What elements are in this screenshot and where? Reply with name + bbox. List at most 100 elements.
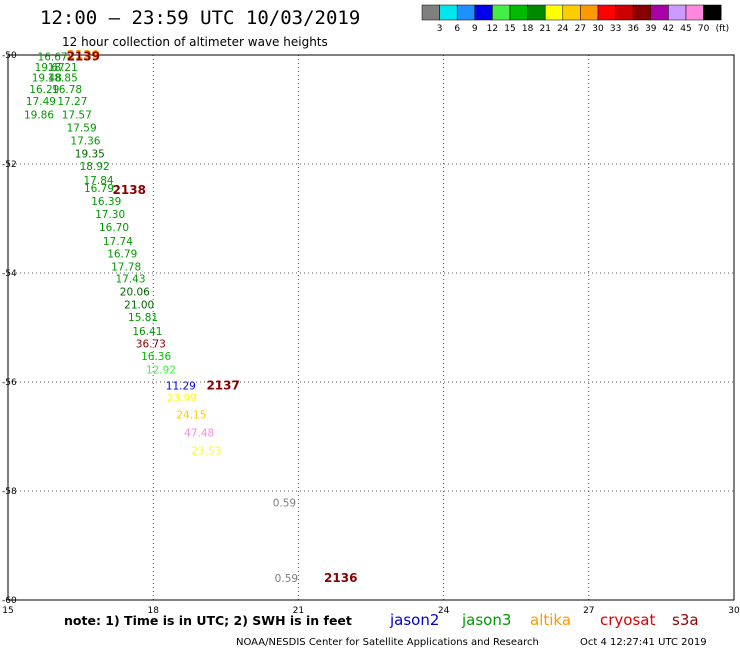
colorbar-swatch <box>527 4 546 21</box>
chart-title: 12:00 – 23:59 UTC 10/03/2019 <box>40 7 360 29</box>
colorbar-label: 42 <box>663 24 674 34</box>
orbit-label: 2138 <box>113 183 146 197</box>
x-tick-label: 24 <box>438 606 450 616</box>
colorbar-swatch <box>544 4 564 21</box>
x-tick-label: 27 <box>583 606 594 616</box>
data-point: 16.36 <box>141 351 171 363</box>
data-point: 16.79 <box>107 248 137 260</box>
x-tick-label: 18 <box>147 606 159 616</box>
colorbar-label: 12 <box>487 24 498 34</box>
colorbar-label: 36 <box>627 24 639 34</box>
colorbar-label: 6 <box>454 24 460 34</box>
orbit-label: 2136 <box>324 571 357 585</box>
colorbar-swatch <box>703 4 722 21</box>
y-tick-label: -60 <box>2 596 17 606</box>
data-point: 17.74 <box>103 236 133 248</box>
y-tick-label: -56 <box>2 378 17 388</box>
data-point: 47.48 <box>184 428 214 440</box>
colorbar-swatch <box>650 4 669 21</box>
colorbar-label: 24 <box>557 24 569 34</box>
plot-grid <box>8 55 734 600</box>
colorbar-label: 45 <box>680 24 691 34</box>
y-tick-label: -54 <box>2 269 17 279</box>
data-point: 19.48 <box>32 72 62 84</box>
colorbar-label: 9 <box>472 24 478 34</box>
data-point: 19.35 <box>75 149 105 161</box>
y-tick-label: -50 <box>2 51 17 61</box>
data-point: 24.15 <box>176 410 206 422</box>
x-tick-label: 15 <box>2 606 13 616</box>
data-point: 17.49 <box>26 96 56 108</box>
colorbar-swatch <box>492 4 511 21</box>
colorbar-label: 33 <box>610 24 621 34</box>
data-point: 17.43 <box>115 273 145 285</box>
data-point: 16.41 <box>132 326 162 338</box>
colorbar-swatch <box>615 4 634 21</box>
plot-frame <box>7 54 735 601</box>
y-tick-label: -58 <box>2 487 17 497</box>
colorbar-swatch <box>580 4 599 21</box>
colorbar-swatch <box>685 4 704 21</box>
data-point: 18.85 <box>48 72 78 84</box>
x-tick-label: 30 <box>728 606 740 616</box>
data-point: 16.79 <box>84 183 114 195</box>
data-point: 17.30 <box>95 209 125 221</box>
y-tick-label: -52 <box>2 160 17 170</box>
data-point: 19.86 <box>24 109 54 121</box>
data-point: 18.21 <box>48 62 78 74</box>
data-point: 17.78 <box>111 261 141 273</box>
data-point: 16.78 <box>52 84 82 96</box>
colorbar-swatch <box>509 4 528 21</box>
colorbar-swatch <box>456 4 476 21</box>
satellite-legend-jason3: jason3 <box>461 611 511 629</box>
satellite-legend-cryosat: cryosat <box>600 611 655 629</box>
data-point: 21.00 <box>124 300 154 312</box>
data-point: 16.29 <box>29 84 59 96</box>
data-point: 17.84 <box>84 175 114 187</box>
colorbar-legend: 3 6 9 12 15 18 21 24 27 30 33 36 39 42 45 70 (ft) <box>421 4 730 34</box>
footer-credit: NOAA/NESDIS Center for Satellite Applica… <box>236 637 539 648</box>
colorbar-label: 30 <box>592 24 604 34</box>
orbit-label: 2139 <box>67 50 100 64</box>
data-points: 16.6719.6718.2119.4818.8516.2916.7817.49… <box>24 52 298 586</box>
axis-ticks: 15 18 21 24 27 30 -50 -52 -54 -56 -58 -60 <box>2 51 740 616</box>
chart-subtitle: 12 hour collection of altimeter wave hei… <box>62 35 328 49</box>
satellite-legend: jason2 jason3 altika cryosat s3a <box>389 611 699 629</box>
colorbar-swatch <box>439 4 458 21</box>
data-point: 17.59 <box>67 122 97 134</box>
data-point: 16.67 <box>38 52 68 64</box>
colorbar-swatch <box>421 4 440 21</box>
colorbar-label: 39 <box>645 24 657 34</box>
footer-timestamp: Oct 4 12:27:41 UTC 2019 <box>580 637 707 648</box>
colorbar-swatch <box>668 4 687 21</box>
data-point: 20.06 <box>120 287 150 299</box>
x-tick-label: 21 <box>293 606 304 616</box>
colorbar-label: 18 <box>522 24 534 34</box>
colorbar-label: 3 <box>437 24 443 34</box>
satellite-legend-altika: altika <box>530 611 571 629</box>
data-point: 15.81 <box>128 312 158 324</box>
colorbar-swatch <box>474 4 493 21</box>
data-point: 16.39 <box>91 196 121 208</box>
colorbar-swatch <box>597 4 616 21</box>
data-point: 17.27 <box>57 96 87 108</box>
data-point: 19.67 <box>35 62 65 74</box>
colorbar-label: 27 <box>575 24 586 34</box>
colorbar-label: 15 <box>504 24 515 34</box>
data-point: 11.29 <box>166 380 196 392</box>
data-point: 0.59 <box>275 573 298 585</box>
colorbar-label: 21 <box>539 24 550 34</box>
data-point: 18.92 <box>80 161 110 173</box>
colorbar-label: 70 <box>698 24 710 34</box>
colorbar-unit: (ft) <box>716 24 730 34</box>
data-point: 16.70 <box>99 222 129 234</box>
colorbar-swatch <box>632 4 652 21</box>
data-point: 12.92 <box>146 364 176 376</box>
footer-note: note: 1) Time is in UTC; 2) SWH is in fe… <box>64 613 352 628</box>
data-point: 0.59 <box>273 497 296 509</box>
data-point: 17.36 <box>70 136 100 148</box>
orbit-label: 2137 <box>206 378 239 392</box>
colorbar-swatch <box>562 4 581 21</box>
